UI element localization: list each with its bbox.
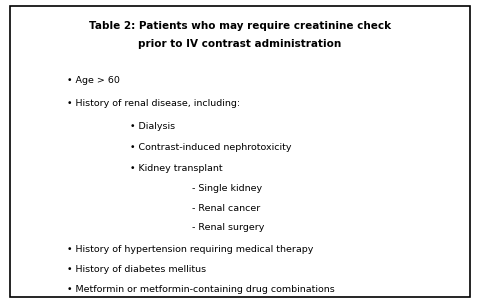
Text: • Dialysis: • Dialysis [130, 122, 175, 131]
Text: - Single kidney: - Single kidney [192, 184, 262, 193]
Text: • Metformin or metformin-containing drug combinations: • Metformin or metformin-containing drug… [67, 285, 335, 294]
Text: - Renal cancer: - Renal cancer [192, 204, 260, 213]
Text: - Renal surgery: - Renal surgery [192, 223, 264, 232]
Text: • Kidney transplant: • Kidney transplant [130, 164, 222, 173]
Text: • History of hypertension requiring medical therapy: • History of hypertension requiring medi… [67, 245, 313, 254]
Text: • Contrast-induced nephrotoxicity: • Contrast-induced nephrotoxicity [130, 143, 291, 152]
FancyBboxPatch shape [10, 6, 470, 297]
Text: • History of renal disease, including:: • History of renal disease, including: [67, 99, 240, 108]
Text: prior to IV contrast administration: prior to IV contrast administration [138, 39, 342, 49]
Text: Table 2: Patients who may require creatinine check: Table 2: Patients who may require creati… [89, 21, 391, 31]
Text: • Age > 60: • Age > 60 [67, 76, 120, 85]
Text: • History of diabetes mellitus: • History of diabetes mellitus [67, 265, 206, 274]
